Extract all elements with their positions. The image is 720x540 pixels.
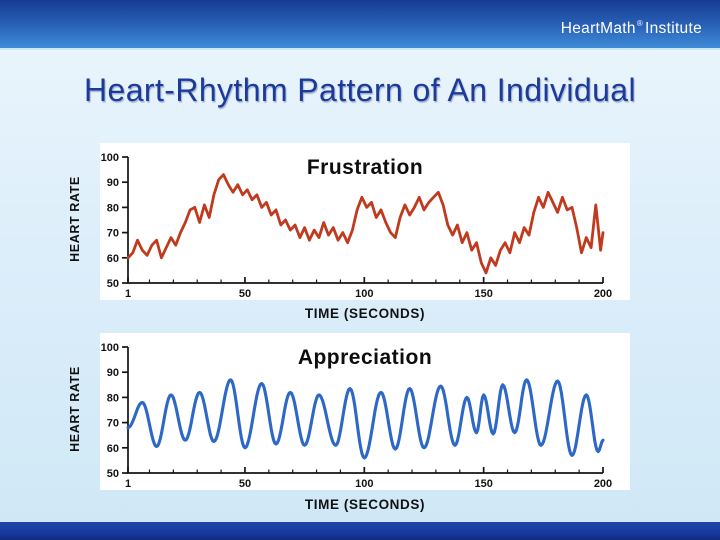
footer-bar	[0, 522, 720, 540]
svg-text:100: 100	[355, 478, 373, 490]
brand-text: HeartMath® Institute	[561, 0, 702, 48]
appreciation-chart-title: Appreciation	[298, 346, 432, 369]
brand-suffix: Institute	[645, 20, 702, 37]
registered-mark: ®	[636, 19, 644, 28]
svg-text:1: 1	[125, 478, 131, 490]
svg-text:90: 90	[107, 177, 119, 189]
svg-text:50: 50	[239, 288, 251, 300]
svg-text:60: 60	[107, 253, 119, 265]
svg-text:50: 50	[107, 278, 119, 290]
frustration-chart-title: Frustration	[307, 156, 423, 179]
svg-text:100: 100	[101, 152, 119, 164]
svg-text:200: 200	[594, 288, 612, 300]
frustration-x-axis-label: TIME (SECONDS)	[304, 306, 426, 321]
svg-text:150: 150	[474, 478, 492, 490]
svg-text:100: 100	[101, 342, 119, 354]
svg-text:80: 80	[107, 202, 119, 214]
svg-text:70: 70	[107, 228, 119, 240]
frustration-chart-panel: Frustration 50 60 70 80 90 100 1 50 100 150 200	[100, 143, 630, 300]
svg-text:90: 90	[107, 367, 119, 379]
appreciation-x-axis-label: TIME (SECONDS)	[304, 497, 426, 512]
svg-text:100: 100	[355, 288, 373, 300]
header-bar: HeartMath® Institute	[0, 0, 720, 50]
brand-name: HeartMath	[560, 20, 636, 37]
svg-text:200: 200	[594, 478, 612, 490]
svg-text:70: 70	[107, 418, 119, 430]
svg-text:50: 50	[239, 478, 251, 490]
svg-text:50: 50	[107, 468, 119, 480]
svg-text:1: 1	[125, 288, 131, 300]
svg-text:80: 80	[107, 392, 119, 404]
appreciation-chart-panel: Appreciation 50 60 70 80 90 100 1 50 100 150 200	[100, 333, 630, 490]
frustration-y-axis-label: HEART RATE	[68, 176, 82, 262]
page-title: Heart-Rhythm Pattern of An Individual	[84, 72, 636, 108]
appreciation-y-axis-label: HEART RATE	[68, 366, 82, 452]
svg-text:60: 60	[107, 443, 119, 455]
svg-text:150: 150	[474, 288, 492, 300]
